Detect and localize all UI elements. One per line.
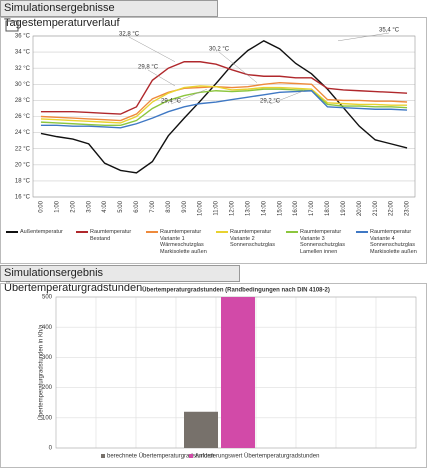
annotation-leader — [128, 36, 176, 62]
y-tick-label: 16 °C — [15, 195, 31, 201]
annotation-leader — [147, 69, 176, 87]
y-tick-label: 26 °C — [15, 114, 31, 120]
x-tick-label: 19:00 — [341, 200, 347, 216]
y-tick-label: 22 °C — [15, 146, 31, 152]
annotation: 35,4 °C — [379, 28, 400, 34]
y-tick-label: 28 °C — [15, 98, 31, 104]
annotation-leader — [337, 32, 390, 42]
y-tick-label: 30 °C — [15, 82, 31, 88]
annotation: 29,2 °C — [260, 99, 281, 105]
legend-label: Raumtemperatur Variante 4 Sonnenschutzgl… — [370, 229, 417, 255]
legend-label: Raumtemperatur Bestand — [90, 229, 132, 242]
y-tick-label: 34 °C — [15, 50, 31, 56]
y-tick-label: 500 — [42, 295, 53, 301]
legend-entry: Raumtemperatur Variante 4 Sonnenschutzgl… — [356, 229, 422, 255]
section-heading: Simulationsergebnisse Tagestemperaturver… — [0, 0, 218, 29]
y-tick-label: 400 — [42, 325, 53, 331]
annotation: 32,8 °C — [119, 32, 140, 38]
x-tick-label: 18:00 — [325, 200, 331, 216]
legend-entry: Raumtemperatur Variante 2 Sonnenschutzgl… — [216, 229, 282, 249]
annotation: 29,4 °C — [161, 99, 182, 105]
x-tick-label: 14:00 — [261, 200, 267, 216]
x-tick-label: 21:00 — [373, 200, 379, 216]
x-tick-label: 9:00 — [182, 200, 188, 212]
plot-frame — [32, 35, 416, 198]
x-tick-label: 17:00 — [309, 200, 315, 216]
series-line — [40, 81, 408, 122]
legend-entry: Außentemperatur — [6, 229, 72, 236]
y-tick-label: 200 — [42, 385, 53, 391]
series-line — [40, 90, 408, 129]
legend-entry: Raumtemperatur Bestand — [76, 229, 142, 242]
legend-swatch — [146, 231, 158, 233]
legend-swatch — [101, 454, 105, 458]
x-tick-label: 3:00 — [86, 200, 92, 212]
annotation: 30,2 °C — [209, 47, 230, 53]
annotation-leader — [170, 88, 208, 105]
legend-label: Raumtemperatur Variante 2 Sonnenschutzgl… — [230, 229, 275, 248]
series-line — [40, 61, 408, 115]
x-tick-label: 4:00 — [102, 200, 108, 212]
y-tick-label: 100 — [42, 415, 53, 421]
line-chart: 16 °C 18 °C 20 °C 22 °C 24 °C 26 °C 28 °C 30 °C… — [0, 17, 427, 264]
legend-entry: Raumtemperatur Variante 1 Wärmeschutzgla… — [146, 229, 212, 255]
x-tick-label: 22:00 — [389, 200, 395, 216]
y-tick-label: 24 °C — [15, 130, 31, 136]
bar — [184, 411, 218, 448]
annotation-leader — [218, 51, 258, 83]
x-tick-label: 12:00 — [230, 200, 236, 216]
series-line — [40, 88, 408, 127]
y-tick-label: 18 °C — [15, 178, 31, 184]
legend-entry: Raumtemperatur Variante 3 Sonnenschutzgl… — [286, 229, 352, 255]
image-icon — [5, 20, 19, 32]
section-heading: Simulationsergebnis Übertemperaturgradst… — [0, 265, 240, 294]
annotation-leader — [269, 90, 305, 105]
legend-label: Anforderungswert Übertemperaturgradstund… — [195, 453, 319, 460]
x-tick-label: 20:00 — [357, 200, 363, 216]
x-tick-label: 2:00 — [70, 200, 76, 212]
legend-label: berechnete Übertemperaturgradstunden — [107, 453, 214, 460]
annotation: 29,8 °C — [138, 65, 159, 71]
x-tick-label: 8:00 — [166, 200, 172, 212]
legend-label: Außentemperatur — [20, 229, 63, 235]
x-tick-label: 16:00 — [293, 200, 299, 216]
y-tick-label: 32 °C — [15, 66, 31, 72]
series-line — [40, 85, 408, 124]
series-line — [40, 40, 408, 174]
y-tick-label: 36 °C — [15, 34, 31, 40]
legend-label: Raumtemperatur Variante 1 Wärmeschutzgla… — [160, 229, 207, 255]
legend-swatch — [189, 454, 193, 458]
legend-swatch — [356, 231, 368, 233]
legend-swatch — [76, 231, 88, 233]
chart-title: Übertemperaturgradstunden (Randbedingung… — [142, 287, 330, 294]
bar — [221, 297, 255, 448]
x-tick-label: 23:00 — [405, 200, 411, 216]
y-tick-label: 20 °C — [15, 162, 31, 168]
x-tick-label: 11:00 — [214, 200, 220, 215]
x-tick-label: 1:00 — [54, 200, 60, 212]
x-tick-label: 10:00 — [198, 200, 204, 216]
legend-swatch — [286, 231, 298, 233]
x-tick-label: 15:00 — [277, 200, 283, 216]
x-tick-label: 0:00 — [39, 200, 45, 212]
bar-chart: Übertemperaturgradstunden (Randbedingung… — [0, 283, 427, 468]
y-tick-label: 300 — [42, 355, 53, 361]
legend-swatch — [6, 231, 18, 233]
legend-swatch — [216, 231, 228, 233]
x-tick-label: 7:00 — [150, 200, 156, 212]
y-axis-label: Übertemperaturgradstunden in Kh/a — [38, 324, 45, 420]
legend-label: Raumtemperatur Variante 3 Sonnenschutzgl… — [300, 229, 345, 255]
x-tick-label: 5:00 — [118, 200, 124, 212]
x-tick-label: 6:00 — [134, 200, 140, 212]
y-tick-label: 0 — [49, 446, 53, 452]
x-tick-label: 13:00 — [245, 200, 251, 216]
